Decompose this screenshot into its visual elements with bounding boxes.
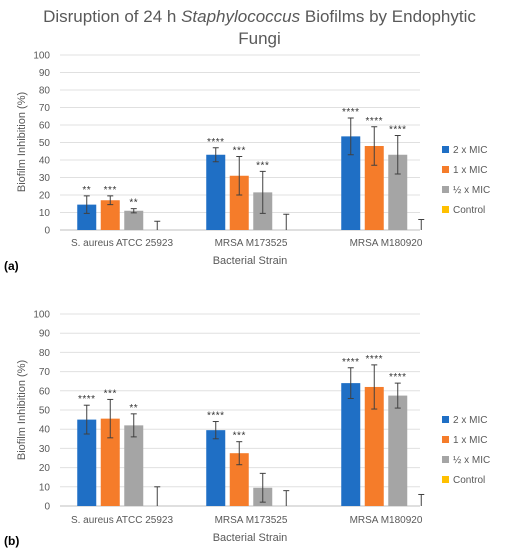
significance-label: **** <box>342 107 360 118</box>
bar <box>100 200 120 230</box>
y-axis-title: Biofilm Inhibition (%) <box>16 360 28 460</box>
title-text-post: Biofilms by Endophytic <box>300 7 476 26</box>
significance-label: **** <box>207 137 225 148</box>
x-tick-label: S. aureus ATCC 25923 <box>71 238 174 249</box>
legend-entry: Control <box>453 205 485 216</box>
legend-swatch <box>442 416 449 423</box>
significance-label: **** <box>389 125 407 136</box>
y-tick-label: 70 <box>39 103 51 114</box>
y-tick-label: 50 <box>39 406 51 417</box>
y-tick-label: 60 <box>39 121 51 132</box>
bar <box>206 430 226 506</box>
bar <box>77 204 97 230</box>
y-tick-label: 10 <box>39 208 51 219</box>
y-tick-label: 100 <box>33 51 50 62</box>
bar <box>364 386 384 506</box>
x-tick-label: MRSA M180920 <box>350 515 423 526</box>
title-text-pre: Disruption of 24 h <box>43 7 182 26</box>
bar <box>100 418 120 506</box>
chart-panel-b: 0102030405060708090100******************… <box>4 310 490 549</box>
y-tick-label: 90 <box>39 329 51 340</box>
y-tick-label: 0 <box>44 502 50 513</box>
x-tick-label: S. aureus ATCC 25923 <box>71 515 174 526</box>
y-tick-label: 0 <box>44 226 50 237</box>
y-tick-label: 80 <box>39 348 51 359</box>
significance-label: **** <box>365 116 383 127</box>
bar <box>364 146 384 230</box>
bar <box>229 453 249 506</box>
y-tick-label: 40 <box>39 425 51 436</box>
legend-entry: ½ x MIC <box>453 455 490 466</box>
y-tick-label: 40 <box>39 156 51 167</box>
bar <box>206 154 226 230</box>
significance-label: *** <box>256 160 269 171</box>
significance-label: *** <box>104 388 117 399</box>
legend-entry: Control <box>453 475 485 486</box>
y-tick-label: 30 <box>39 173 51 184</box>
bar <box>341 383 361 506</box>
significance-label: ** <box>129 403 138 414</box>
y-tick-label: 90 <box>39 68 51 79</box>
y-tick-label: 30 <box>39 444 51 455</box>
legend-swatch <box>442 146 449 153</box>
chart-panel-a: 0102030405060708090100******************… <box>4 51 490 274</box>
x-axis-title: Bacterial Strain <box>213 532 288 544</box>
x-tick-label: MRSA M180920 <box>350 238 423 249</box>
significance-label: **** <box>389 372 407 383</box>
significance-label: **** <box>78 394 96 405</box>
y-tick-label: 100 <box>33 310 50 321</box>
legend-swatch <box>442 206 449 213</box>
bar <box>341 136 361 230</box>
significance-label: **** <box>207 411 225 422</box>
y-tick-label: 80 <box>39 86 51 97</box>
significance-label: **** <box>342 357 360 368</box>
panel-label: (a) <box>4 259 19 273</box>
legend-swatch <box>442 186 449 193</box>
legend-swatch <box>442 166 449 173</box>
bar <box>77 419 97 506</box>
bar <box>229 175 249 230</box>
y-axis-title: Biofilm Inhibition (%) <box>16 92 28 192</box>
bar <box>124 425 144 506</box>
legend-swatch <box>442 476 449 483</box>
title-text-italic: Staphylococcus <box>181 7 301 26</box>
significance-label: *** <box>233 431 246 442</box>
legend-swatch <box>442 436 449 443</box>
y-tick-label: 50 <box>39 138 51 149</box>
legend-entry: ½ x MIC <box>453 185 490 196</box>
legend-entry: 1 x MIC <box>453 165 487 176</box>
bar <box>388 395 408 506</box>
y-tick-label: 60 <box>39 386 51 397</box>
x-tick-label: MRSA M173525 <box>215 515 288 526</box>
legend-swatch <box>442 456 449 463</box>
significance-label: ** <box>82 185 91 196</box>
significance-label: ** <box>129 198 138 209</box>
chart-title: Disruption of 24 h Staphylococcus Biofil… <box>0 6 519 50</box>
title-line-2: Fungi <box>238 29 281 48</box>
significance-label: *** <box>233 146 246 157</box>
y-tick-label: 10 <box>39 482 51 493</box>
bar <box>124 210 144 230</box>
legend-entry: 2 x MIC <box>453 145 487 156</box>
significance-label: **** <box>365 354 383 365</box>
panel-label: (b) <box>4 534 19 548</box>
x-tick-label: MRSA M173525 <box>215 238 288 249</box>
y-tick-label: 20 <box>39 191 51 202</box>
significance-label: *** <box>104 185 117 196</box>
x-axis-title: Bacterial Strain <box>213 255 288 267</box>
bar <box>388 154 408 230</box>
legend-entry: 1 x MIC <box>453 435 487 446</box>
y-tick-label: 20 <box>39 463 51 474</box>
y-tick-label: 70 <box>39 367 51 378</box>
legend-entry: 2 x MIC <box>453 415 487 426</box>
